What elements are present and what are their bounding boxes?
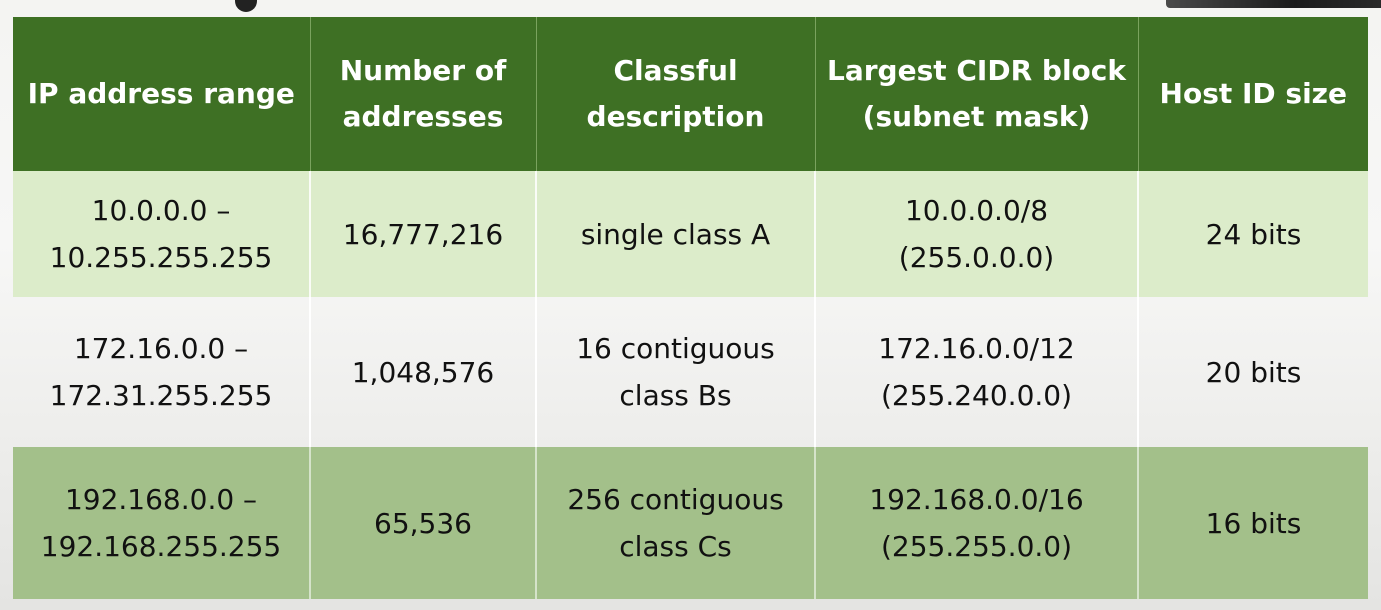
cell-host-id-size: 20 bits	[1205, 355, 1302, 389]
cell-classful-description: single class A	[536, 171, 816, 297]
cell-line: 192.168.0.0/16	[869, 483, 1084, 516]
cell-line: (255.240.0.0)	[880, 379, 1073, 412]
table-body: 10.0.0.0 – 10.255.255.255 16,777,216 sin…	[13, 171, 1368, 599]
cell-line: (255.0.0.0)	[898, 241, 1055, 274]
header-line: (subnet mask)	[862, 100, 1091, 133]
cell-cidr-block: 172.16.0.0/12 (255.240.0.0)	[815, 297, 1139, 447]
cell-line: single class A	[580, 217, 771, 251]
cell-line: 172.16.0.0/12	[878, 332, 1075, 365]
private-ip-ranges-table: IP address range Number of addresses Cla…	[13, 17, 1368, 599]
header-line: addresses	[342, 100, 504, 133]
cell-line: (255.255.0.0)	[880, 530, 1073, 563]
cell-line: class Cs	[619, 530, 732, 563]
cell-host-id-size: 16 bits	[1205, 506, 1302, 540]
cell-address-count: 1,048,576	[310, 297, 537, 447]
cell-ip-range: 10.0.0.0 – 10.255.255.255	[13, 171, 311, 297]
header-line: Host ID size	[1159, 77, 1347, 110]
header-line: Largest CIDR block	[827, 54, 1126, 87]
cell-host-id-size: 24 bits	[1205, 217, 1302, 251]
cell-line: 10.0.0.0/8	[904, 194, 1049, 227]
cell-line: 192.168.255.255	[40, 530, 282, 563]
table-row: 10.0.0.0 – 10.255.255.255 16,777,216 sin…	[13, 171, 1368, 297]
cell-address-count: 16,777,216	[310, 171, 537, 297]
table-row: 172.16.0.0 – 172.31.255.255 1,048,576 16…	[13, 297, 1368, 447]
cell-line: 192.168.0.0 –	[64, 483, 258, 516]
cell-ip-range: 172.16.0.0 – 172.31.255.255	[13, 297, 311, 447]
header-largest-cidr-block: Largest CIDR block (subnet mask)	[815, 17, 1139, 171]
table-header: IP address range Number of addresses Cla…	[13, 17, 1368, 171]
cell-line: class Bs	[619, 379, 732, 412]
cell-cidr-block: 10.0.0.0/8 (255.0.0.0)	[815, 171, 1139, 297]
cell-line: 172.16.0.0 –	[73, 332, 249, 365]
header-line: IP address range	[27, 77, 295, 110]
cell-cidr-block: 192.168.0.0/16 (255.255.0.0)	[815, 447, 1139, 599]
header-row: IP address range Number of addresses Cla…	[13, 17, 1368, 171]
presenter-video-thumbnail	[1166, 0, 1381, 8]
header-line: Number of	[339, 54, 507, 87]
cell-ip-range: 192.168.0.0 – 192.168.255.255	[13, 447, 311, 599]
cell-line: 10.0.0.0 –	[91, 194, 231, 227]
header-line: Classful	[613, 54, 738, 87]
cell-address-count: 65,536	[310, 447, 537, 599]
table-row: 192.168.0.0 – 192.168.255.255 65,536 256…	[13, 447, 1368, 599]
cell-line: 16 contiguous	[576, 332, 775, 365]
cell-classful-description: 256 contiguous class Cs	[536, 447, 816, 599]
header-host-id-size: Host ID size	[1138, 17, 1368, 171]
header-classful-description: Classful description	[536, 17, 816, 171]
header-number-of-addresses: Number of addresses	[310, 17, 537, 171]
header-ip-address-range: IP address range	[13, 17, 311, 171]
header-line: description	[586, 100, 765, 133]
cell-line: 256 contiguous	[567, 483, 784, 516]
cell-line: 10.255.255.255	[49, 241, 273, 274]
slide-title-fragment	[235, 0, 257, 12]
cell-line: 172.31.255.255	[49, 379, 273, 412]
cell-classful-description: 16 contiguous class Bs	[536, 297, 816, 447]
